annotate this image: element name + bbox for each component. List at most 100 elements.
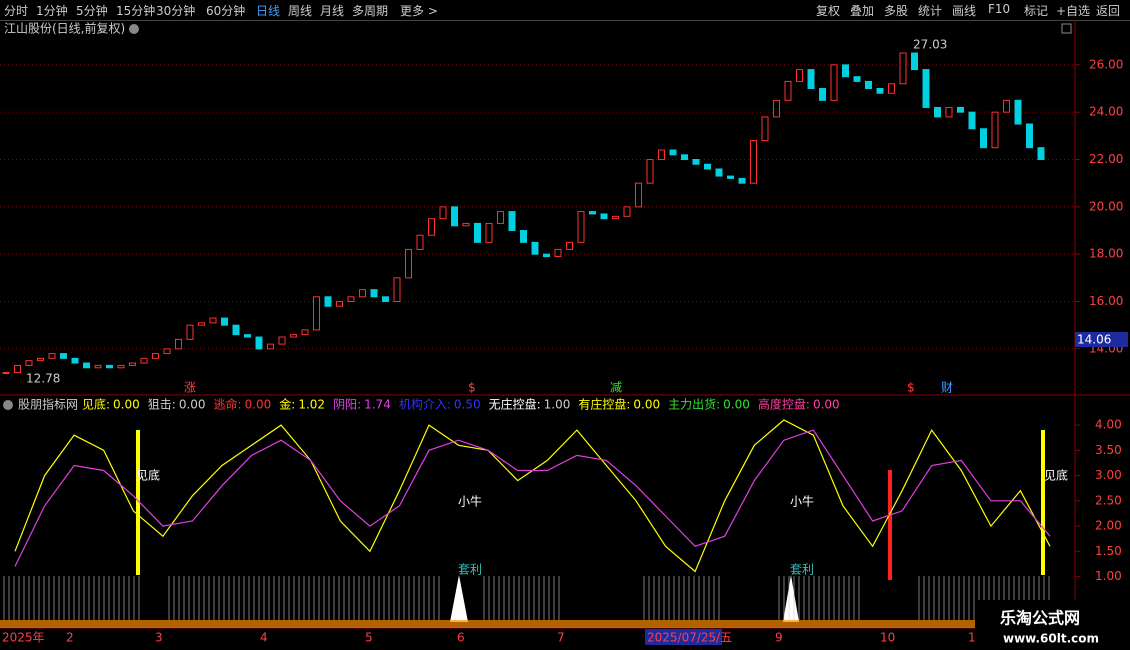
signal-label: 小牛 [790,494,814,509]
stock-title[interactable]: 江山股份(日线,前复权) [4,21,125,36]
date-label: 6 [457,631,465,645]
candle [163,348,171,355]
candle [175,338,182,350]
baseline-strip [0,620,975,628]
date-label: 4 [260,631,268,645]
y-tick-label: 18.00 [1089,247,1123,261]
toolbar-button[interactable]: 画线 [952,4,977,18]
candle [393,277,401,303]
candle [37,357,44,362]
legend-label: 机构介入: [399,397,451,412]
period-tab[interactable]: 周线 [288,4,313,18]
toolbar-button[interactable]: +自选 [1056,4,1091,18]
event-marker: $ [907,381,915,395]
y-tick-label: 1.00 [1095,569,1122,583]
candle [186,324,194,340]
toolbar-button[interactable]: 复权 [816,4,841,18]
period-tab[interactable]: 30分钟 [156,4,196,18]
legend-value: 1.02 [298,398,325,412]
candle [773,99,780,118]
candle [899,52,907,85]
candle [278,336,286,345]
candle [140,357,148,364]
period-tab[interactable]: 分时 [4,4,29,18]
y-tick-label: 2.50 [1095,493,1122,507]
date-label: 2025年 [2,631,45,645]
period-tab[interactable]: 月线 [320,4,345,18]
candle [807,69,815,90]
toolbar-button[interactable]: 返回 [1096,4,1121,18]
signal-label: 套利 [458,563,482,577]
candle [474,222,481,243]
menu-icon[interactable] [3,400,13,410]
period-tab[interactable]: 5分钟 [76,4,108,18]
signal-label: 见底 [1044,468,1068,483]
candle [267,343,274,350]
candle [405,248,412,279]
candle [347,296,355,303]
toolbar-button[interactable]: 多股 [884,4,909,18]
date-label: 5 [365,631,373,645]
candle [336,301,343,307]
period-tab[interactable]: 1分钟 [36,4,68,18]
period-tab[interactable]: 多周期 [352,4,389,18]
candle [819,88,826,101]
period-tab[interactable]: 日线 [256,4,281,18]
candle [945,106,953,118]
candle [635,182,642,208]
period-tab[interactable]: 15分钟 [116,4,156,18]
watermark-url: www.60lt.com [1003,632,1099,646]
event-marker: 涨 [184,380,196,395]
candle [117,364,125,369]
y-tick-label: 1.50 [1095,544,1122,558]
candle [428,218,435,236]
date-label: 7 [557,631,565,645]
price-box [1075,332,1128,347]
candle [922,69,930,108]
candle [497,211,504,224]
toolbar-button[interactable]: F10 [988,2,1011,16]
y-tick-label: 3.00 [1095,468,1122,482]
legend-value: 0.00 [633,398,660,412]
candle [439,206,447,220]
period-tab[interactable]: 更多 > [400,4,438,18]
candle [290,334,297,338]
candle [1003,99,1010,113]
candle [554,248,562,258]
candle [508,211,516,232]
candle [198,322,205,326]
legend-value: 0.00 [245,398,272,412]
toolbar-button[interactable]: 标记 [1024,4,1049,18]
candle [301,329,309,336]
candle [1037,147,1045,161]
menu-icon[interactable] [129,24,139,34]
current-price: 14.06 [1077,333,1111,347]
signal-peak [783,575,799,622]
y-tick-label: 4.00 [1095,418,1122,432]
watermark-bg [975,600,1130,650]
signal-bar [888,470,892,580]
candle [209,317,217,324]
candle [911,52,918,71]
candle [577,211,585,243]
y-tick-label: 2.00 [1095,519,1122,533]
candle [681,154,688,161]
candle [600,213,608,220]
legend-label: 有庄控盘: [578,397,630,412]
signal-bar [1041,430,1045,575]
candle [370,289,378,298]
legend-value: 1.74 [364,398,391,412]
candle [1026,123,1033,149]
window-icon[interactable] [1061,23,1072,34]
candle [83,362,90,369]
period-tab[interactable]: 60分钟 [206,4,246,18]
candle [416,234,424,250]
toolbar-button[interactable]: 叠加 [850,4,875,18]
candle [957,106,964,113]
toolbar-button[interactable]: 统计 [918,4,943,18]
candle [704,163,711,170]
candle [865,80,872,90]
candle [106,364,113,369]
signal-label: 小牛 [458,494,482,509]
